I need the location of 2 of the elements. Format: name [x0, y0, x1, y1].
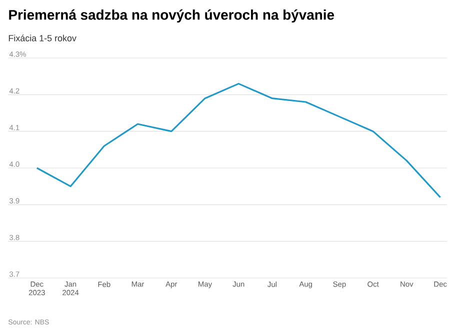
chart-title: Priemerná sadzba na nových úveroch na bývanie: [9, 9, 334, 23]
chart-subtitle: Fixácia 1-5 rokov: [8, 34, 76, 42]
